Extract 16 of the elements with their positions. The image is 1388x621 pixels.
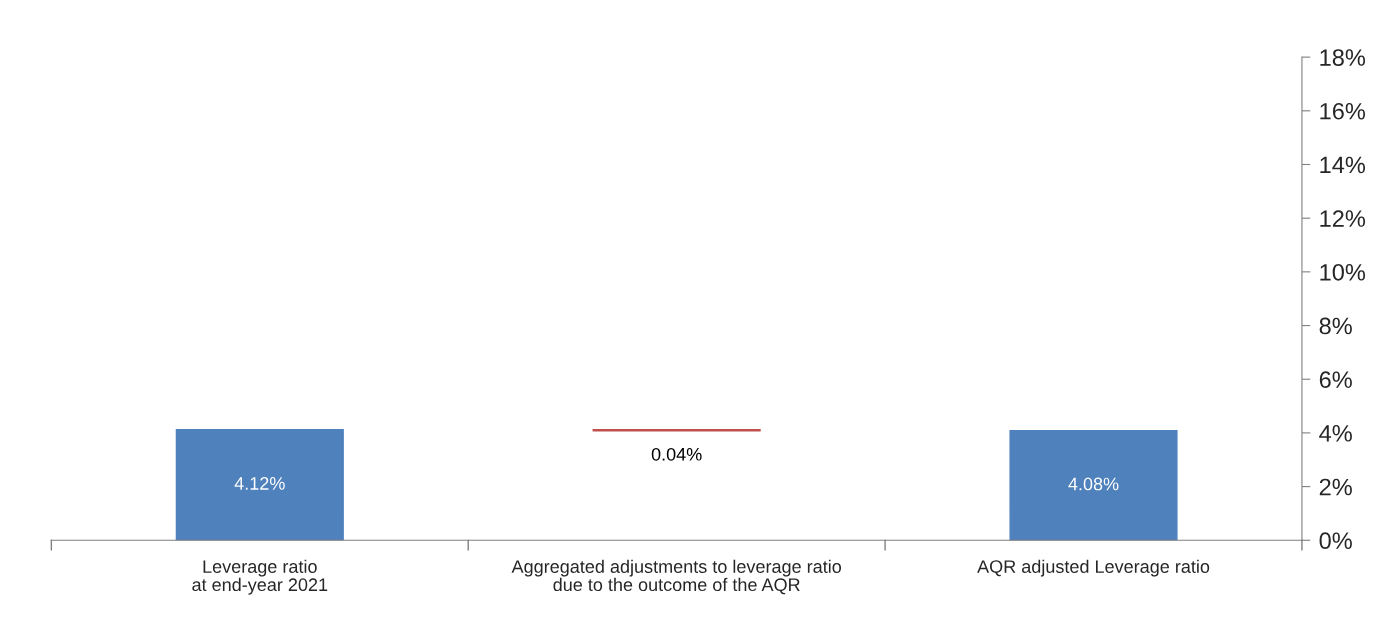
- y-tick-label: 16%: [1320, 102, 1366, 120]
- x-tick-label: Aggregated adjustments to leverage ratio due to the outcome of the AQR: [511, 559, 842, 595]
- x-tick-label: Leverage ratio at end-year 2021: [192, 559, 328, 595]
- y-tick-label: 12%: [1320, 210, 1366, 227]
- data-label: 4.12%: [234, 477, 285, 490]
- y-tick-label: 8%: [1319, 317, 1352, 335]
- data-label: 4.08%: [1068, 477, 1119, 491]
- y-tick-label: 4%: [1319, 425, 1352, 442]
- y-tick-label: 2%: [1319, 478, 1352, 496]
- y-tick-label: 14%: [1320, 156, 1366, 174]
- y-tick-label: 6%: [1319, 371, 1352, 389]
- x-tick-label: AQR adjusted Leverage ratio: [977, 559, 1210, 577]
- data-label: 0.04%: [651, 447, 702, 461]
- y-tick-label: 18%: [1320, 49, 1366, 66]
- y-tick-label: 10%: [1320, 263, 1366, 281]
- y-tick-label: 0%: [1319, 532, 1352, 550]
